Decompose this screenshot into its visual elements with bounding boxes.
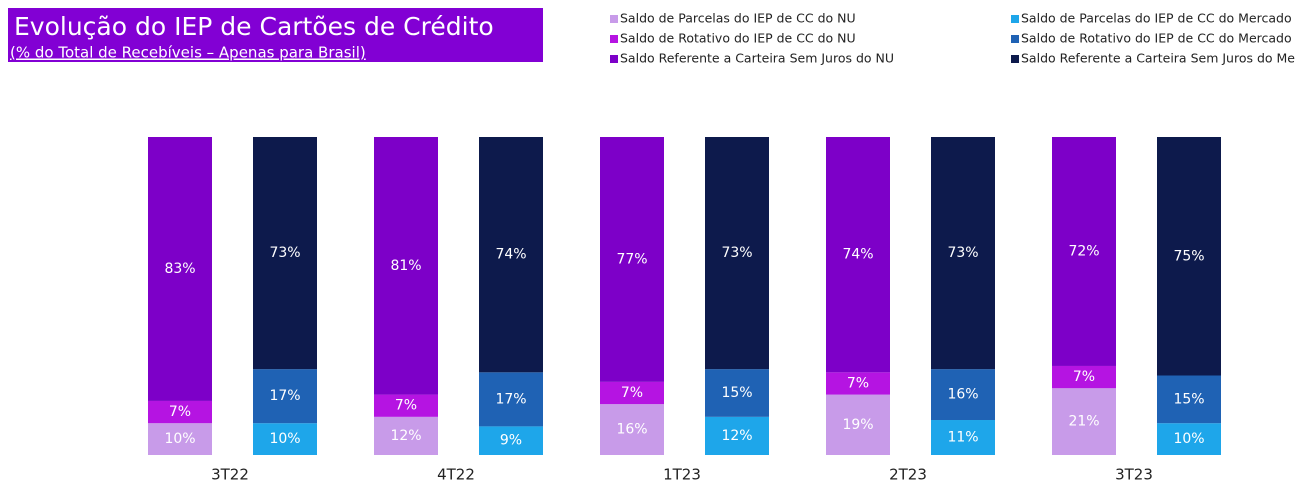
value-label: 7% (847, 375, 869, 391)
bar-segment (374, 416, 438, 455)
value-label: 12% (390, 428, 421, 444)
value-label: 77% (616, 251, 647, 267)
bar-segment (479, 372, 543, 427)
value-label: 10% (269, 431, 300, 447)
legend-swatch (1011, 15, 1019, 23)
bar-segment (148, 137, 212, 401)
bar-segment (1052, 388, 1116, 455)
chart-title: Evolução do IEP de Cartões de Crédito (14, 12, 494, 41)
x-tick-label: 3T22 (211, 466, 249, 483)
bar-segment (374, 137, 438, 395)
bar-segment (826, 137, 890, 373)
legend-label: Saldo de Parcelas do IEP de CC do Mercad… (1021, 11, 1292, 26)
title-box (8, 8, 543, 62)
value-label: 21% (1068, 414, 1099, 430)
bar-segment (600, 137, 664, 382)
value-label: 74% (842, 247, 873, 263)
value-label: 83% (164, 261, 195, 277)
value-label: 9% (500, 433, 522, 449)
bar-segment (1052, 365, 1116, 389)
value-label: 81% (390, 258, 421, 274)
legend-label: Saldo Referente a Carteira Sem Juros do … (620, 51, 894, 66)
x-tick-label: 4T22 (437, 466, 475, 483)
bar-segment (600, 404, 664, 455)
bar-segment (705, 137, 769, 370)
legend-swatch (610, 35, 618, 43)
value-label: 12% (721, 428, 752, 444)
bar-segment (705, 369, 769, 417)
bar-segment (374, 394, 438, 417)
value-label: 73% (269, 245, 300, 261)
value-label: 7% (1073, 369, 1095, 385)
chart-subtitle: (% do Total de Recebíveis – Apenas para … (10, 44, 366, 62)
value-label: 10% (164, 431, 195, 447)
bar-segment (826, 372, 890, 395)
x-tick-label: 2T23 (889, 466, 927, 483)
bar-segment (479, 137, 543, 373)
legend-swatch (1011, 35, 1019, 43)
value-label: 11% (947, 430, 978, 446)
value-label: 73% (947, 245, 978, 261)
bar-segment (1157, 137, 1221, 376)
value-label: 7% (395, 398, 417, 414)
bar-segment (1157, 375, 1221, 424)
value-label: 17% (495, 391, 526, 407)
bar-segment (705, 416, 769, 455)
value-label: 7% (621, 385, 643, 401)
x-tick-label: 3T23 (1115, 466, 1153, 483)
bar-segment (253, 137, 317, 370)
value-label: 7% (169, 404, 191, 420)
bar-segment (1157, 423, 1221, 455)
legend-label: Saldo Referente a Carteira Sem Juros do … (1021, 51, 1295, 66)
value-label: 72% (1068, 243, 1099, 259)
legend-swatch (610, 55, 618, 63)
bar-segment (600, 381, 664, 405)
legend-swatch (1011, 55, 1019, 63)
value-label: 73% (721, 245, 752, 261)
bar-segment (931, 420, 995, 455)
value-label: 75% (1173, 248, 1204, 264)
value-label: 10% (1173, 431, 1204, 447)
value-label: 15% (1173, 391, 1204, 407)
value-label: 16% (616, 422, 647, 438)
bar-segment (253, 369, 317, 424)
legend-label: Saldo de Rotativo do IEP de CC do NU (620, 31, 856, 46)
value-label: 16% (947, 387, 978, 403)
bar-segment (826, 394, 890, 455)
bar-segment (148, 400, 212, 424)
value-label: 15% (721, 385, 752, 401)
bar-segment (148, 423, 212, 455)
value-label: 74% (495, 247, 526, 263)
bar-segment (1052, 137, 1116, 366)
value-label: 17% (269, 388, 300, 404)
legend-label: Saldo de Rotativo do IEP de CC do Mercad… (1021, 31, 1292, 46)
legend-label: Saldo de Parcelas do IEP de CC do NU (620, 11, 856, 26)
bar-segment (931, 369, 995, 421)
legend-swatch (610, 15, 618, 23)
bar-segment (931, 137, 995, 370)
bar-segment (479, 426, 543, 455)
x-tick-label: 1T23 (663, 466, 701, 483)
value-label: 19% (842, 417, 873, 433)
bar-segment (253, 423, 317, 455)
